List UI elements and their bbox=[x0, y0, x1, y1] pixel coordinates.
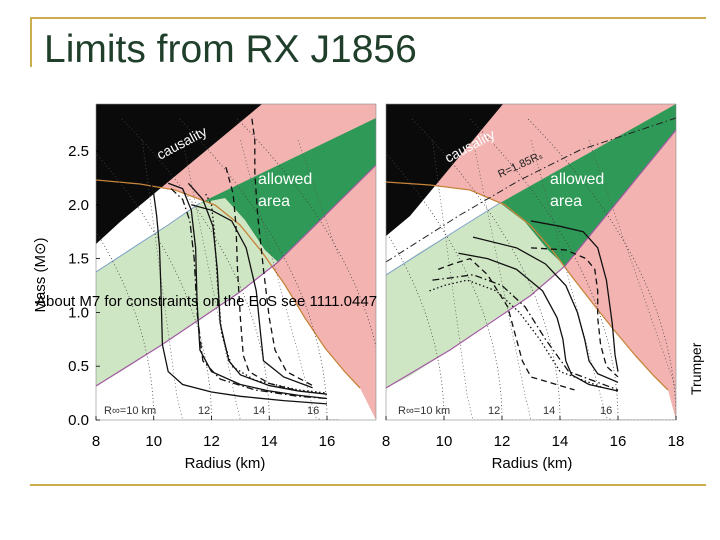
band-upper-line bbox=[386, 202, 501, 276]
causality-region bbox=[386, 104, 503, 236]
radius-limit-line bbox=[386, 117, 676, 263]
iso-radius-curve bbox=[96, 152, 212, 420]
iso-radius-curve bbox=[236, 118, 376, 349]
eos-curve-3 bbox=[530, 220, 619, 372]
eos-curve-2 bbox=[472, 236, 619, 383]
iso-mass-curve bbox=[182, 140, 339, 420]
iso-radius-curve bbox=[469, 118, 619, 420]
causality-region bbox=[96, 104, 262, 244]
eos-curve-2 bbox=[167, 182, 328, 400]
x-tick-label: 14 bbox=[552, 433, 569, 450]
credit-label-wrapper: Trumper bbox=[688, 343, 708, 415]
y-tick-label: 1.0 bbox=[68, 304, 89, 321]
iso-mass-curve bbox=[472, 140, 676, 420]
eos-curve-5 bbox=[170, 188, 328, 400]
allowed-boundary-line bbox=[386, 181, 669, 391]
iso-radius-curve bbox=[527, 118, 676, 420]
panel-frame bbox=[95, 103, 377, 421]
accent-bottom-line bbox=[30, 484, 706, 486]
x-tick-label: 10 bbox=[145, 433, 162, 450]
y-tick-label: 1.5 bbox=[68, 251, 89, 268]
iso-radius-curve bbox=[386, 152, 503, 420]
eos-curve-1 bbox=[150, 183, 328, 405]
accent-top-line bbox=[30, 17, 706, 19]
eos-curve-7 bbox=[205, 193, 328, 394]
x-tick-label: 18 bbox=[668, 433, 685, 450]
x-axis-label: Radius (km) bbox=[185, 455, 266, 472]
iso-radius-curve bbox=[121, 118, 270, 420]
credit-label: Trumper bbox=[688, 342, 704, 395]
iso-radius-curve bbox=[411, 118, 561, 420]
eos-curve-6 bbox=[432, 274, 619, 391]
iso-label-prefix: R∞=10 km bbox=[104, 405, 156, 417]
band-lower-line bbox=[386, 129, 676, 389]
iso-label: 16 bbox=[600, 405, 612, 417]
y-axis-label: Mass (M⊙) bbox=[32, 237, 49, 312]
accent-left-line bbox=[30, 17, 32, 67]
x-tick-label: 14 bbox=[261, 433, 278, 450]
x-tick-label: 16 bbox=[319, 433, 336, 450]
iso-label: 16 bbox=[307, 405, 319, 417]
iso-label: 14 bbox=[253, 405, 265, 417]
eos-curve-1 bbox=[458, 252, 619, 392]
panel-frame bbox=[385, 103, 677, 421]
constraint-band bbox=[96, 198, 278, 386]
x-tick-label: 12 bbox=[494, 433, 511, 450]
axes: 0.0 0.5 1.0 1.5 2.0 2.5 Mass (M⊙) bbox=[32, 143, 100, 429]
allowed-label: allowed bbox=[258, 171, 312, 188]
x-tick-label: 8 bbox=[92, 433, 100, 450]
eos-curve-3 bbox=[187, 182, 328, 395]
iso-radius-curve bbox=[179, 118, 328, 420]
eos-curve-8 bbox=[251, 118, 313, 387]
iso-label: 12 bbox=[488, 405, 500, 417]
eos-curve-4 bbox=[530, 247, 619, 378]
eos-curve-5 bbox=[437, 257, 575, 391]
iso-label: 12 bbox=[198, 405, 210, 417]
band-lower-line bbox=[96, 164, 376, 387]
band-upper-line bbox=[96, 202, 201, 273]
allowed-label: area bbox=[550, 193, 582, 210]
allowed-label: area bbox=[258, 193, 290, 210]
allowed-region bbox=[500, 104, 676, 266]
iso-label: 14 bbox=[543, 405, 555, 417]
x-tick-label: 8 bbox=[382, 433, 390, 450]
y-tick-label: 0.5 bbox=[68, 358, 89, 375]
y-tick-label: 2.5 bbox=[68, 143, 89, 160]
slide-caption: About M7 for constraints on the EoS see … bbox=[36, 293, 378, 310]
x-tick-label: 10 bbox=[436, 433, 453, 450]
iso-mass-curve bbox=[297, 140, 339, 257]
y-tick-label: 0.0 bbox=[68, 412, 89, 429]
y-tick-label: 2.0 bbox=[68, 197, 89, 214]
slide-title: Limits from RX J1856 bbox=[44, 28, 417, 71]
x-axis-label: Radius (km) bbox=[492, 455, 573, 472]
eos-curve-6 bbox=[191, 204, 313, 389]
eos-curve-4 bbox=[225, 166, 299, 392]
x-tick-label: 16 bbox=[610, 433, 627, 450]
allowed-label: allowed bbox=[550, 171, 604, 188]
x-tick-label: 12 bbox=[203, 433, 220, 450]
iso-mass-curve bbox=[588, 140, 676, 390]
iso-label-prefix: R∞=10 km bbox=[398, 405, 450, 417]
allowed-region bbox=[200, 118, 376, 262]
